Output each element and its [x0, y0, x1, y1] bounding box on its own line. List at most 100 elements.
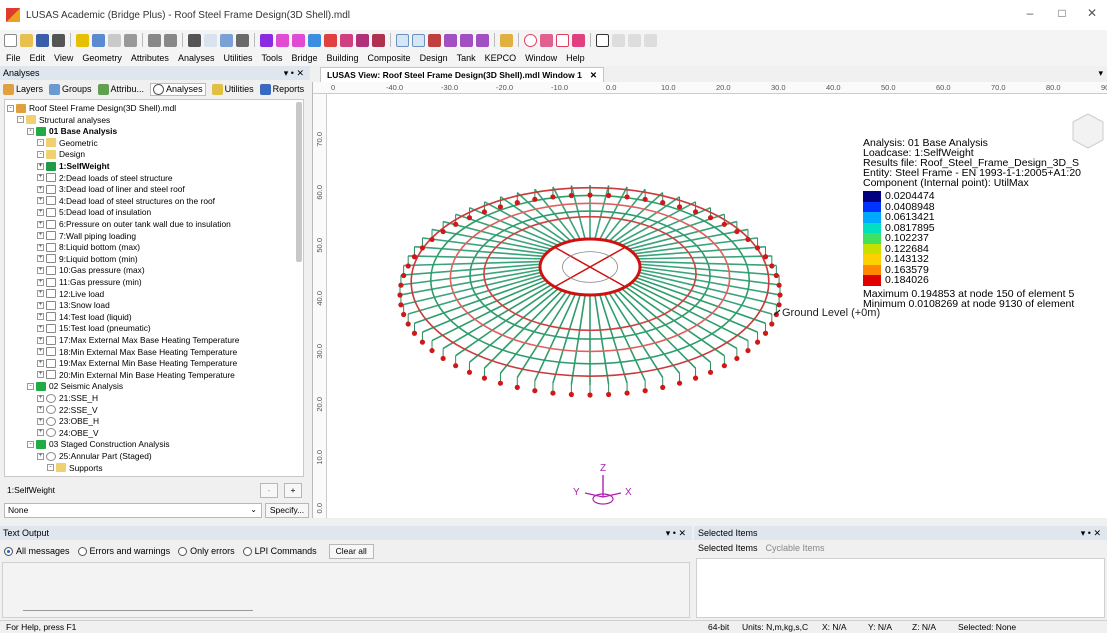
filter-dropdown[interactable]: None ⌄ [4, 502, 262, 518]
menu-kepco[interactable]: KEPCO [484, 53, 517, 63]
menu-utilities[interactable]: Utilities [223, 53, 253, 63]
view-icon[interactable] [596, 33, 609, 47]
expand-icon[interactable]: + [37, 278, 44, 286]
material-icon[interactable] [356, 33, 369, 47]
pin-icon[interactable] [308, 33, 321, 47]
tree-item[interactable]: - Supports [47, 462, 103, 474]
output-scrollbar[interactable] [23, 610, 253, 611]
menu-analyses[interactable]: Analyses [177, 53, 215, 63]
tree-item[interactable]: +21:SSE_H [37, 392, 98, 404]
tree-item[interactable]: - Roof Steel Frame Design(3D Shell).mdl [7, 102, 176, 114]
minimize-button[interactable]: – [1026, 6, 1034, 20]
expand-icon[interactable]: - [27, 382, 34, 390]
tree-item[interactable]: +1:SelfWeight [37, 160, 110, 172]
expand-icon[interactable]: - [7, 104, 14, 112]
cursor-icon[interactable] [428, 33, 441, 47]
print-icon[interactable] [188, 33, 201, 47]
tab-utilities[interactable]: Utilities [211, 83, 254, 95]
selected-items-list[interactable] [696, 558, 1105, 618]
point-icon[interactable] [524, 33, 537, 47]
tab-menu-icon[interactable]: ▾ [1098, 68, 1103, 78]
menu-file[interactable]: File [6, 53, 21, 63]
chart-icon[interactable] [220, 33, 233, 47]
expand-icon[interactable]: + [37, 301, 44, 309]
expand-icon[interactable]: + [37, 162, 44, 170]
select-pointer-icon[interactable] [396, 33, 409, 47]
expand-icon[interactable]: + [37, 290, 44, 298]
radio-only-errors[interactable]: Only errors [178, 546, 235, 556]
expand-icon[interactable]: + [37, 359, 44, 367]
radio-errors-warnings[interactable]: Errors and warnings [77, 546, 170, 556]
close-tab-icon[interactable]: ✕ [589, 69, 597, 80]
save-icon[interactable] [36, 33, 49, 47]
expand-icon[interactable]: - [47, 464, 54, 472]
menu-design[interactable]: Design [419, 53, 448, 63]
radio-lpi-commands[interactable]: LPI Commands [242, 546, 317, 556]
tree-item[interactable]: +2:Dead loads of steel structure [37, 172, 173, 184]
tree-item[interactable]: +12:Live load [37, 288, 104, 300]
tree-item[interactable]: +4:Dead load of steel structures on the … [37, 195, 215, 207]
analyses-tree[interactable]: - Roof Steel Frame Design(3D Shell).mdl - S… [4, 99, 304, 477]
mesh-icon[interactable] [324, 33, 337, 47]
tree-item[interactable]: +5:Dead load of insulation [37, 206, 151, 218]
add-button[interactable]: + [284, 482, 302, 498]
grid-icon[interactable] [236, 33, 249, 47]
expand-icon[interactable]: + [37, 371, 44, 379]
expand-icon[interactable]: - [37, 150, 44, 158]
new-file-icon[interactable] [4, 33, 17, 47]
geometry-icon[interactable] [340, 33, 353, 47]
zoom-icon[interactable] [460, 33, 473, 47]
tree-item[interactable]: +15:Test load (pneumatic) [37, 322, 151, 334]
expand-icon[interactable]: + [37, 313, 44, 321]
menu-tank[interactable]: Tank [456, 53, 476, 63]
menu-edit[interactable]: Edit [29, 53, 46, 63]
surface-icon[interactable] [556, 33, 569, 47]
paste-icon[interactable] [108, 33, 121, 47]
report-icon[interactable] [204, 33, 217, 47]
rotate-icon[interactable] [444, 33, 457, 47]
expand-icon[interactable]: + [37, 208, 44, 216]
specify-button[interactable]: Specify... [265, 502, 309, 518]
draw-icon[interactable] [500, 33, 513, 47]
tab-attributes[interactable]: Attribu... [97, 83, 144, 95]
tree-item[interactable]: - 02 Seismic Analysis [27, 380, 123, 392]
select-mode-icon[interactable] [412, 33, 425, 47]
menu-view[interactable]: View [54, 53, 74, 63]
expand-icon[interactable]: + [37, 406, 44, 414]
tree-item[interactable]: +18:Min External Max Base Heating Temper… [37, 346, 237, 358]
tree-item[interactable]: +8:Liquid bottom (max) [37, 241, 140, 253]
graphics-window[interactable]: 0 -40.0 -30.0 -20.0 -10.0 0.0 10.0 20.0 30.0 40.0… [312, 82, 1107, 518]
open-folder-icon[interactable] [20, 33, 33, 47]
load-icon[interactable] [292, 33, 305, 47]
expand-icon[interactable]: - [27, 127, 34, 135]
tree-item[interactable]: +9:Liquid bottom (min) [37, 253, 138, 265]
tree-item[interactable]: +22:SSE_V [37, 404, 98, 416]
menu-window[interactable]: Window [525, 53, 558, 63]
tab-cyclable-items[interactable]: Cyclable Items [765, 543, 825, 553]
pan-icon[interactable] [476, 33, 489, 47]
expand-icon[interactable]: + [37, 255, 44, 263]
redo-icon[interactable] [164, 33, 177, 47]
tree-item[interactable]: +7:Wall piping loading [37, 230, 136, 242]
attribute-icon[interactable] [372, 33, 385, 47]
radio-all-messages[interactable]: All messages [4, 546, 70, 556]
expand-icon[interactable]: + [37, 394, 44, 402]
panel-controls[interactable]: ▾ • ✕ [283, 67, 304, 78]
expand-icon[interactable]: + [37, 324, 44, 332]
open-dropdown-icon[interactable] [52, 33, 65, 47]
menu-bridge[interactable]: Bridge [291, 53, 318, 63]
support-icon[interactable] [276, 33, 289, 47]
menu-help[interactable]: Help [566, 53, 585, 63]
undo-icon[interactable] [148, 33, 161, 47]
triangle-icon[interactable] [644, 33, 657, 47]
tree-item[interactable]: +25:Annular Part (Staged) [37, 450, 152, 462]
tab-layers[interactable]: Layers [3, 83, 43, 95]
tree-item[interactable]: +24:OBE_V [37, 427, 99, 439]
highlight-icon[interactable] [76, 33, 89, 47]
expand-icon[interactable]: + [37, 220, 44, 228]
menu-composite[interactable]: Composite [367, 53, 411, 63]
tree-item[interactable]: +20:Min External Min Base Heating Temper… [37, 369, 235, 381]
tree-item[interactable]: +17:Max External Max Base Heating Temper… [37, 334, 239, 346]
expand-icon[interactable]: + [37, 452, 44, 460]
menu-attributes[interactable]: Attributes [130, 53, 169, 63]
